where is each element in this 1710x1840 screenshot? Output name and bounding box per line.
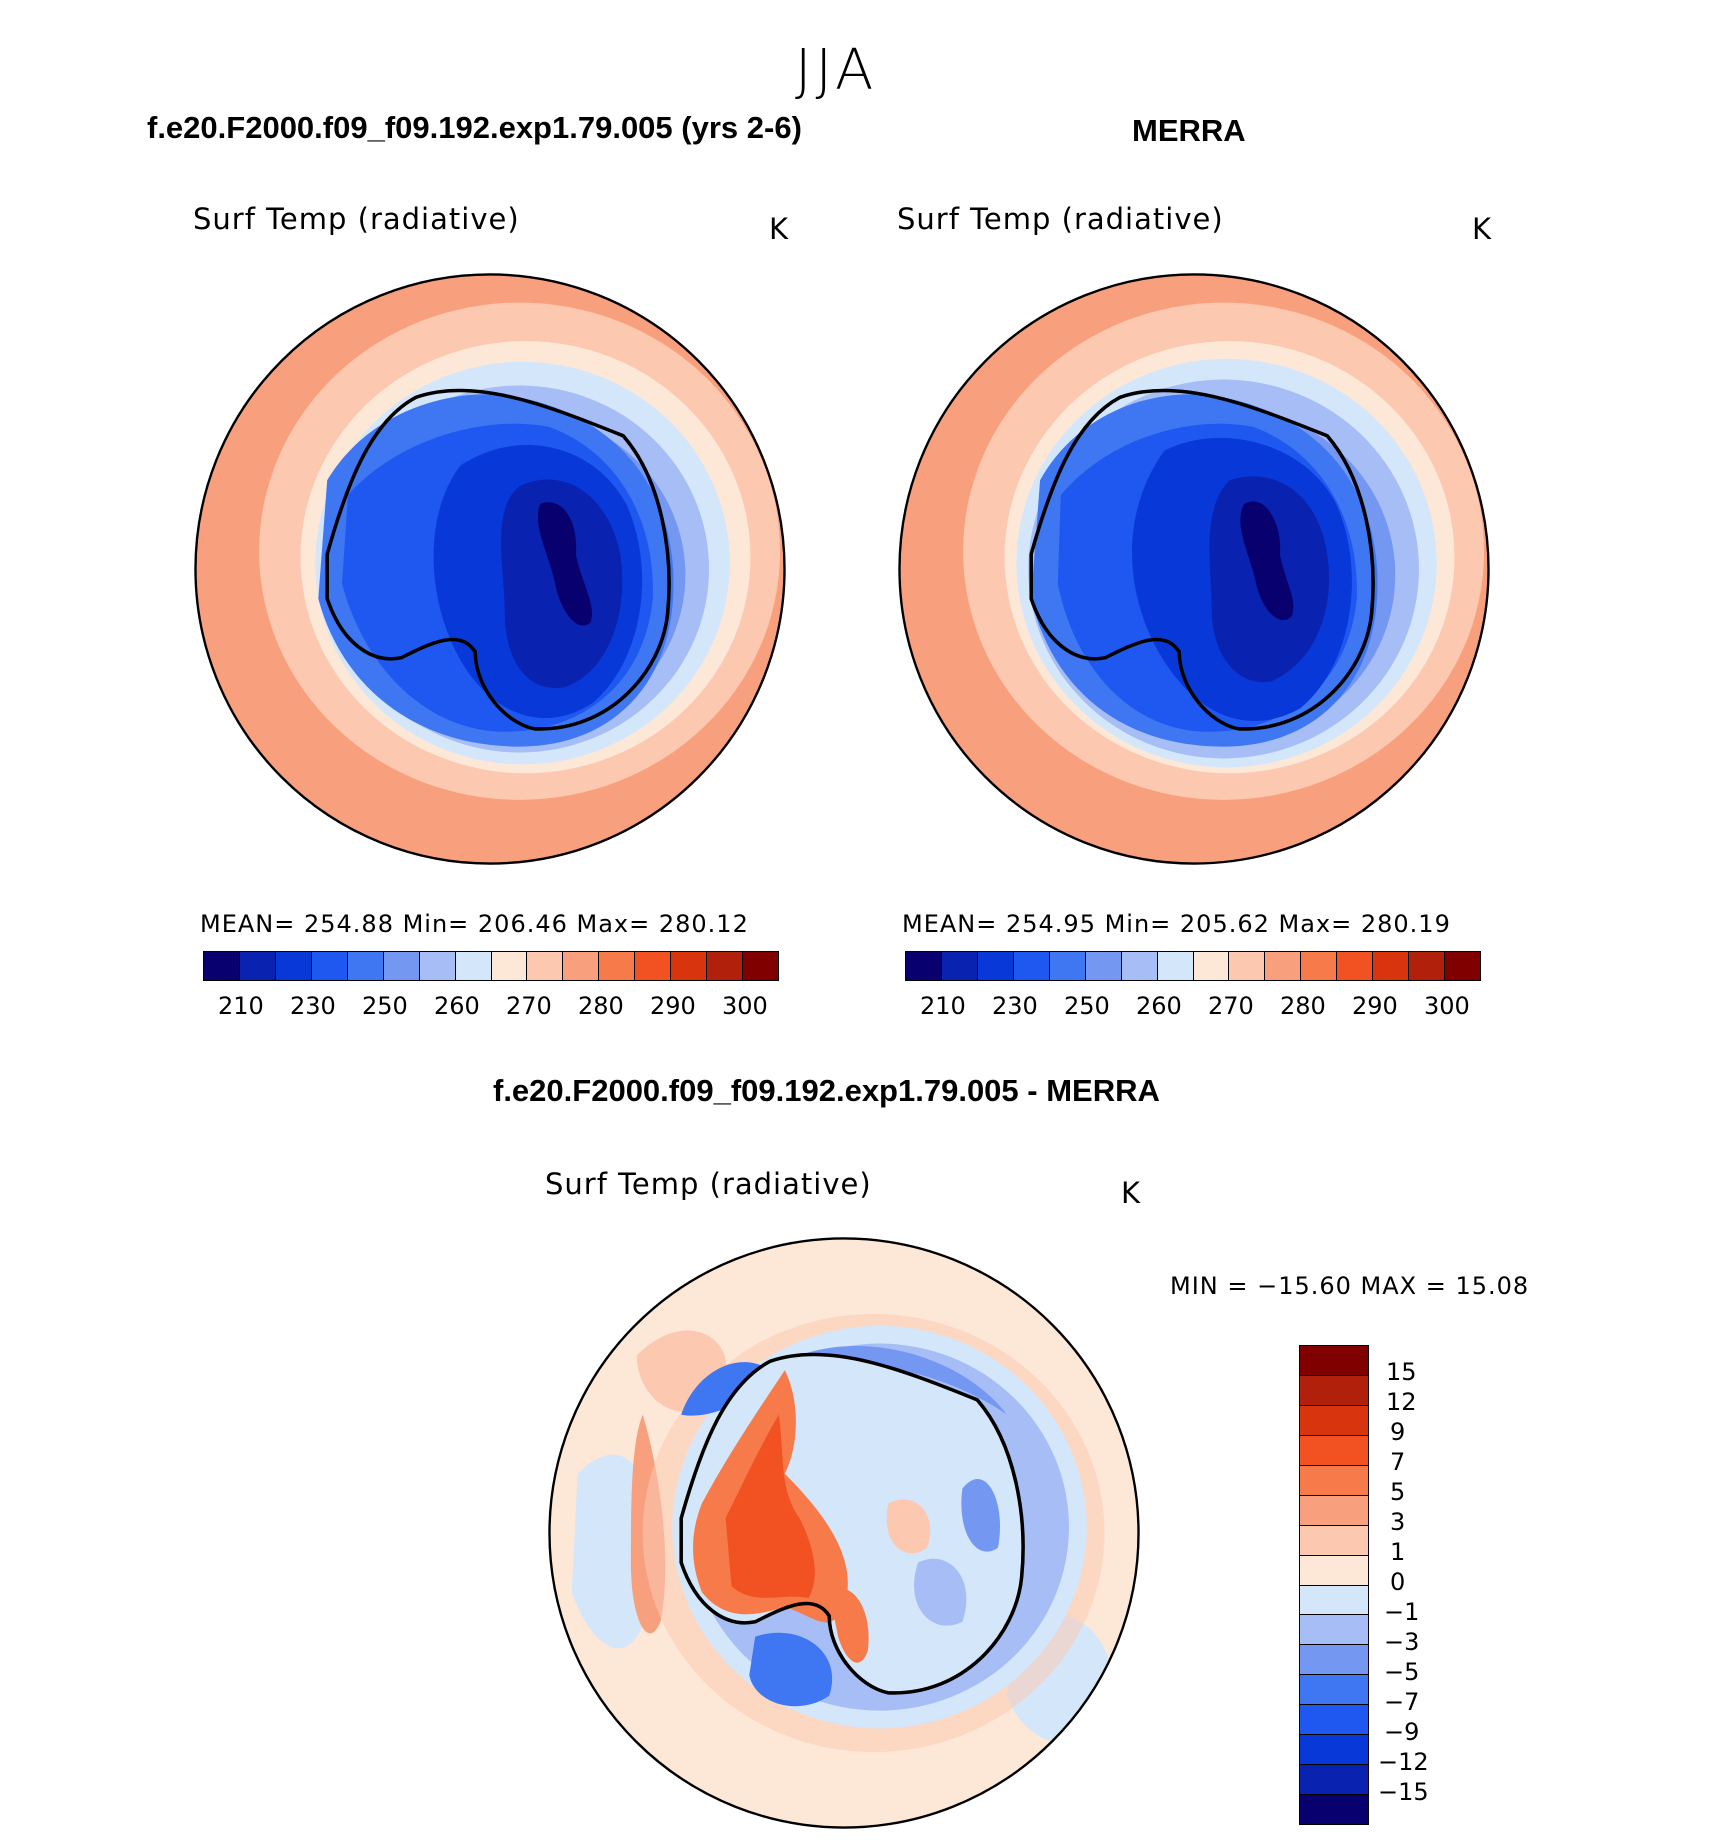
model-colorbar-swatch [527, 952, 564, 980]
diff-tick-label: 12 [1386, 1388, 1417, 1416]
model-colorbar-swatch [204, 952, 240, 980]
obs-colorbar-swatch [1157, 952, 1194, 980]
model-tick-label: 230 [290, 992, 336, 1020]
model-tick-label: 270 [506, 992, 552, 1020]
diff-tick-label: 15 [1386, 1358, 1417, 1386]
model-tick-label: 250 [362, 992, 408, 1020]
model-colorbar-swatch [383, 952, 420, 980]
diff-colorbar-swatch [1300, 1525, 1368, 1556]
obs-colorbar-swatch [1085, 952, 1122, 980]
model-colorbar-swatch [743, 952, 778, 980]
obs-tick-label: 250 [1064, 992, 1110, 1020]
diff-colorbar-swatch [1300, 1735, 1368, 1766]
obs-colorbar-swatch [941, 952, 978, 980]
obs-tick-label: 270 [1208, 992, 1254, 1020]
model-panel-title: f.e20.F2000.f09_f09.192.exp1.79.005 (yrs… [147, 110, 802, 145]
diff-colorbar-swatch [1300, 1765, 1368, 1796]
obs-colorbar-swatch [1301, 952, 1338, 980]
obs-tick-label: 290 [1352, 992, 1398, 1020]
obs-tick-label: 280 [1280, 992, 1326, 1020]
obs-tick-label: 230 [992, 992, 1038, 1020]
model-colorbar-swatch [671, 952, 708, 980]
model-colorbar-swatch [311, 952, 348, 980]
diff-colorbar-swatch [1300, 1795, 1368, 1824]
diff-colorbar-swatch [1300, 1465, 1368, 1496]
obs-colorbar-swatch [1229, 952, 1266, 980]
model-colorbar-swatch [491, 952, 528, 980]
model-colorbar-swatch [347, 952, 384, 980]
obs-colorbar-swatch [1121, 952, 1158, 980]
obs-colorbar-swatch [906, 952, 942, 980]
diff-tick-label: −12 [1378, 1748, 1429, 1776]
diff-tick-label: −5 [1384, 1658, 1420, 1686]
diff-colorbar-swatch [1300, 1585, 1368, 1616]
season-title: JJA [795, 38, 878, 103]
obs-colorbar [905, 951, 1481, 981]
obs-panel-title: MERRA [1132, 113, 1246, 148]
model-colorbar-swatch [635, 952, 672, 980]
obs-colorbar-swatch [1049, 952, 1086, 980]
obs-colorbar-swatch [1445, 952, 1480, 980]
obs-variable-label: Surf Temp (radiative) [897, 202, 1224, 236]
obs-colorbar-swatch [1337, 952, 1374, 980]
obs-tick-label: 300 [1424, 992, 1470, 1020]
diff-colorbar-swatch [1300, 1346, 1368, 1376]
diff-variable-label: Surf Temp (radiative) [545, 1167, 872, 1201]
obs-colorbar-swatch [1409, 952, 1446, 980]
obs-tick-label: 260 [1136, 992, 1182, 1020]
model-colorbar-swatch [239, 952, 276, 980]
diff-colorbar-swatch [1300, 1645, 1368, 1676]
model-colorbar-swatch [419, 952, 456, 980]
obs-colorbar-swatch [1373, 952, 1410, 980]
model-colorbar-swatch [563, 952, 600, 980]
model-tick-label: 260 [434, 992, 480, 1020]
diff-tick-label: 0 [1390, 1568, 1406, 1596]
diff-tick-label: −3 [1384, 1628, 1420, 1656]
diff-tick-label: 7 [1390, 1448, 1406, 1476]
model-stats: MEAN= 254.88 Min= 206.46 Max= 280.12 [200, 910, 749, 938]
diff-tick-label: 5 [1390, 1478, 1406, 1506]
model-colorbar-swatch [599, 952, 636, 980]
model-variable-label: Surf Temp (radiative) [193, 202, 520, 236]
model-colorbar-swatch [707, 952, 744, 980]
diff-tick-label: −7 [1384, 1688, 1420, 1716]
obs-colorbar-swatch [1265, 952, 1302, 980]
model-tick-label: 210 [218, 992, 264, 1020]
diff-colorbar-swatch [1300, 1405, 1368, 1436]
diff-polar-map [548, 1237, 1140, 1829]
model-polar-map [194, 273, 786, 865]
diff-colorbar-swatch [1300, 1375, 1368, 1406]
diff-tick-label: −15 [1378, 1778, 1429, 1806]
diff-colorbar [1299, 1345, 1369, 1825]
model-colorbar-swatch [275, 952, 312, 980]
obs-colorbar-swatch [977, 952, 1014, 980]
diff-colorbar-swatch [1300, 1675, 1368, 1706]
model-colorbar [203, 951, 779, 981]
model-tick-label: 280 [578, 992, 624, 1020]
diff-tick-label: −1 [1384, 1598, 1420, 1626]
diff-colorbar-swatch [1300, 1495, 1368, 1526]
diff-stats: MIN = −15.60 MAX = 15.08 [1170, 1272, 1530, 1300]
obs-colorbar-swatch [1193, 952, 1230, 980]
diff-tick-label: 3 [1390, 1508, 1406, 1536]
model-colorbar-swatch [455, 952, 492, 980]
diff-tick-label: 9 [1390, 1418, 1406, 1446]
model-tick-label: 300 [722, 992, 768, 1020]
diff-tick-label: −9 [1384, 1718, 1420, 1746]
diff-colorbar-swatch [1300, 1705, 1368, 1736]
diff-colorbar-swatch [1300, 1555, 1368, 1586]
model-tick-label: 290 [650, 992, 696, 1020]
model-units-label: K [769, 212, 789, 246]
diff-tick-label: 1 [1390, 1538, 1406, 1566]
obs-stats: MEAN= 254.95 Min= 205.62 Max= 280.19 [902, 910, 1451, 938]
diff-panel-title: f.e20.F2000.f09_f09.192.exp1.79.005 - ME… [493, 1073, 1160, 1108]
diff-units-label: K [1121, 1176, 1141, 1210]
diff-colorbar-swatch [1300, 1435, 1368, 1466]
obs-tick-label: 210 [920, 992, 966, 1020]
obs-units-label: K [1472, 212, 1492, 246]
obs-colorbar-swatch [1013, 952, 1050, 980]
diff-colorbar-swatch [1300, 1615, 1368, 1646]
obs-polar-map [898, 273, 1490, 865]
